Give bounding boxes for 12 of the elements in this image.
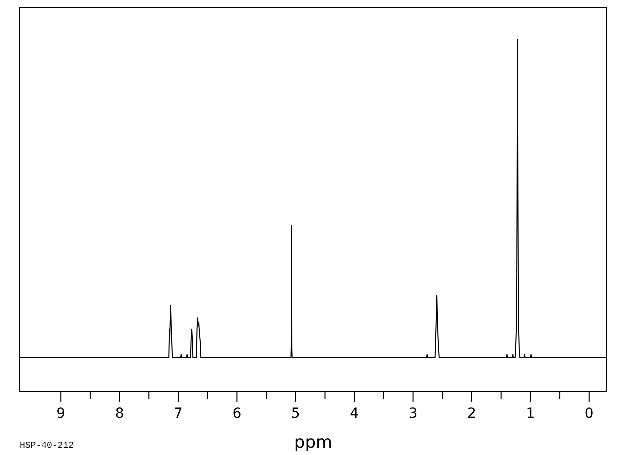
x-tick-label: 7 xyxy=(174,406,183,422)
x-tick-label: 1 xyxy=(526,406,536,422)
text: HSP-40-212 xyxy=(20,441,74,451)
x-tick-label: 6 xyxy=(232,406,242,422)
x-tick-label: 3 xyxy=(408,406,418,422)
x-tick-label: 5 xyxy=(291,406,300,422)
x-tick-label: 8 xyxy=(115,406,124,422)
x-tick-label: 4 xyxy=(350,406,360,422)
x-tick-label: 0 xyxy=(584,406,594,422)
x-tick-label: 9 xyxy=(56,406,66,422)
x-tick-label: 2 xyxy=(468,406,476,422)
x-axis-title: ppm xyxy=(294,433,333,453)
